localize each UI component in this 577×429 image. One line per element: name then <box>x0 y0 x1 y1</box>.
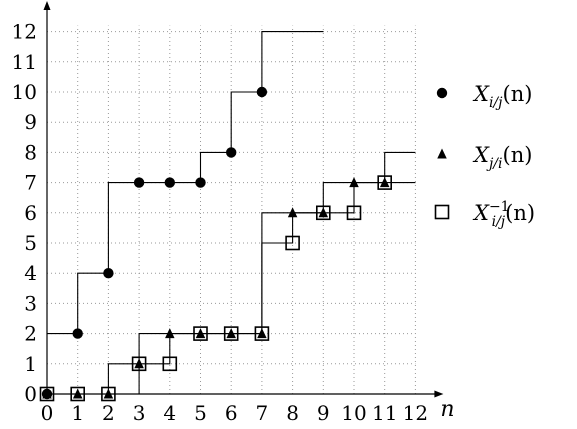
y-tick-label: 8 <box>24 140 37 164</box>
y-tick-label: 4 <box>24 261 37 285</box>
x-tick-label: 11 <box>372 401 397 425</box>
triangle-marker <box>42 388 52 399</box>
circle-marker <box>164 177 175 188</box>
triangle-marker <box>134 358 144 369</box>
triangle-marker <box>379 177 390 188</box>
data-markers <box>39 86 393 402</box>
x-axis-label: n <box>440 397 454 422</box>
square-marker <box>131 356 147 372</box>
square-marker <box>70 386 85 402</box>
square-marker <box>101 386 116 402</box>
axes <box>43 1 444 398</box>
triangle-marker <box>349 177 359 188</box>
y-axis-arrow <box>43 1 51 10</box>
step-line-1 <box>47 31 324 335</box>
y-tick-label: 5 <box>24 231 37 255</box>
square-marker <box>254 326 270 341</box>
y-tick-label: 10 <box>12 80 37 104</box>
legend: Xi/j(n) Xj/i(n) X−1 i/j(n) <box>434 82 535 230</box>
y-tick-label: 3 <box>24 291 37 315</box>
x-tick-label: 8 <box>286 401 299 425</box>
circle-marker <box>256 86 268 98</box>
x-axis-arrow <box>434 390 444 398</box>
square-marker <box>162 356 178 372</box>
legend-label: Xi/j(n) <box>472 82 532 111</box>
step-line-3 <box>47 182 416 395</box>
circle-marker <box>103 268 114 279</box>
circle-marker <box>72 328 83 339</box>
legend-label: X−1 i/j(n) <box>472 199 535 230</box>
x-tick-label: 1 <box>71 401 84 425</box>
square-marker <box>193 326 208 341</box>
legend-label: Xj/i(n) <box>472 143 532 172</box>
y-tick-label: 12 <box>12 20 37 44</box>
y-tick-label: 11 <box>12 50 37 74</box>
square-marker <box>223 326 239 341</box>
square-marker <box>346 205 362 221</box>
circle-marker <box>226 147 237 158</box>
x-tick-label: 6 <box>225 401 238 425</box>
y-tick-label: 6 <box>24 201 37 225</box>
legend-square-marker <box>434 204 450 220</box>
triangle-marker <box>165 328 175 339</box>
y-tick-label: 1 <box>24 352 37 376</box>
y-tick-label: 0 <box>24 382 37 406</box>
triangle-marker <box>72 388 83 399</box>
circle-marker <box>133 177 145 188</box>
square-marker <box>377 175 393 190</box>
x-tick-label: 5 <box>194 401 207 425</box>
y-tick-label: 7 <box>24 171 37 195</box>
square-marker <box>315 205 331 221</box>
x-tick-label: 0 <box>41 401 54 425</box>
square-marker <box>285 235 300 251</box>
triangle-marker <box>226 328 236 339</box>
x-tick-label: 10 <box>341 401 366 425</box>
y-tick-label: 9 <box>24 110 37 134</box>
x-tick-label: 12 <box>403 401 428 425</box>
x-tick-label: 7 <box>256 401 269 425</box>
triangle-marker <box>318 207 329 218</box>
triangle-marker <box>257 328 267 339</box>
y-tick-label: 2 <box>24 322 37 346</box>
x-tick-label: 9 <box>317 401 330 425</box>
x-tick-label: 4 <box>163 401 176 425</box>
legend-circle-marker <box>436 87 448 99</box>
circle-marker <box>195 177 206 188</box>
x-tick-label: 3 <box>133 401 146 425</box>
x-tick-label: 2 <box>102 401 115 425</box>
legend-triangle-marker <box>437 148 447 159</box>
triangle-marker <box>287 207 298 218</box>
square-marker <box>39 386 55 402</box>
triangle-marker <box>195 328 206 339</box>
triangle-marker <box>103 388 114 399</box>
